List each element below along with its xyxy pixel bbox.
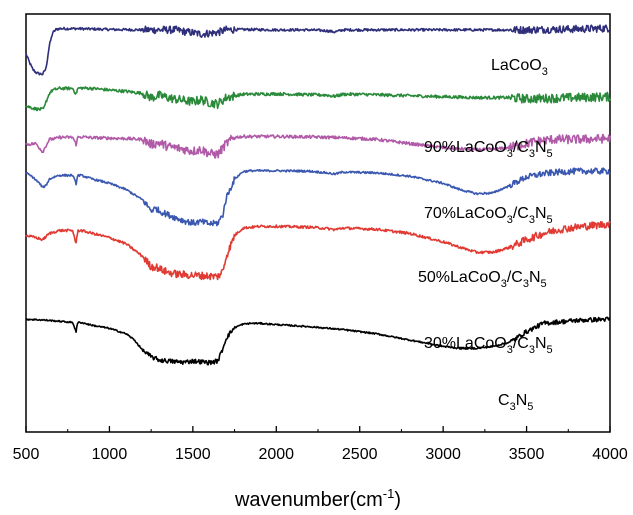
series-label-subscript: 3 (510, 401, 516, 413)
series-label-text: /C (513, 139, 529, 156)
series-label-text: C (498, 392, 510, 409)
series-label-3: 70%LaCoO3/C3N5 (424, 205, 553, 226)
series-label-subscript: 3 (507, 148, 513, 160)
series-label-text: 70%LaCoO (424, 205, 507, 222)
series-label-text: /C (507, 269, 523, 286)
x-tick-label: 3500 (509, 446, 545, 463)
x-ticks-group: 500 1000 1500 2000 2500 3000 3500 4000 (13, 426, 628, 463)
x-axis-label: wavenumber(cm-1) (234, 486, 401, 511)
x-tick-label: 1000 (92, 446, 128, 463)
series-line-4 (25, 167, 611, 227)
series-label-subscript: 5 (527, 401, 533, 413)
series-label-subscript: 5 (547, 344, 553, 356)
series-label-5: 30%LaCoO3/C3N5 (424, 335, 553, 356)
series-label-6: C3N5 (498, 392, 533, 413)
series-label-subscript: 5 (547, 214, 553, 226)
series-label-subscript: 5 (547, 148, 553, 160)
series-label-subscript: 3 (529, 344, 535, 356)
plot-area-frame (25, 13, 611, 433)
series-label-text: N (535, 335, 547, 352)
x-tick-label: 3000 (425, 446, 461, 463)
x-tick-label: 1500 (175, 446, 211, 463)
series-label-1: LaCoO3 (491, 57, 548, 78)
series-label-text: 30%LaCoO (424, 335, 507, 352)
x-tick-label: 4000 (592, 446, 628, 463)
x-tick-label: 2000 (258, 446, 294, 463)
series-label-text: 90%LaCoO (424, 139, 507, 156)
series-label-text: N (535, 205, 547, 222)
x-tick-label: 500 (13, 446, 40, 463)
x-axis-label-main: wavenumber(cm (234, 489, 383, 511)
series-label-subscript: 3 (529, 148, 535, 160)
series-label-text: N (529, 269, 541, 286)
series-label-subscript: 3 (542, 66, 548, 78)
series-label-subscript: 3 (529, 214, 535, 226)
series-label-text: /C (513, 335, 529, 352)
series-label-subscript: 3 (507, 344, 513, 356)
series-label-subscript: 3 (501, 278, 507, 290)
series-group (25, 24, 611, 366)
series-line-3 (25, 133, 611, 159)
series-label-text: N (535, 139, 547, 156)
x-axis-label-sup: -1 (383, 486, 395, 501)
series-label-subscript: 3 (507, 214, 513, 226)
series-label-subscript: 5 (541, 278, 547, 290)
x-tick-label: 2500 (342, 446, 378, 463)
series-label-2: 90%LaCoO3/C3N5 (424, 139, 553, 160)
series-labels-group: LaCoO390%LaCoO3/C3N570%LaCoO3/C3N550%LaC… (418, 57, 553, 413)
series-label-text: /C (513, 205, 529, 222)
series-label-text: LaCoO (491, 57, 542, 74)
series-label-4: 50%LaCoO3/C3N5 (418, 269, 547, 290)
series-line-2 (25, 86, 611, 112)
series-line-1 (25, 24, 611, 76)
series-line-5 (25, 220, 611, 281)
series-line-6 (25, 316, 611, 366)
series-label-text: 50%LaCoO (418, 269, 501, 286)
x-axis-label-tail: ) (394, 489, 401, 511)
series-label-text: N (516, 392, 528, 409)
series-label-subscript: 3 (523, 278, 529, 290)
